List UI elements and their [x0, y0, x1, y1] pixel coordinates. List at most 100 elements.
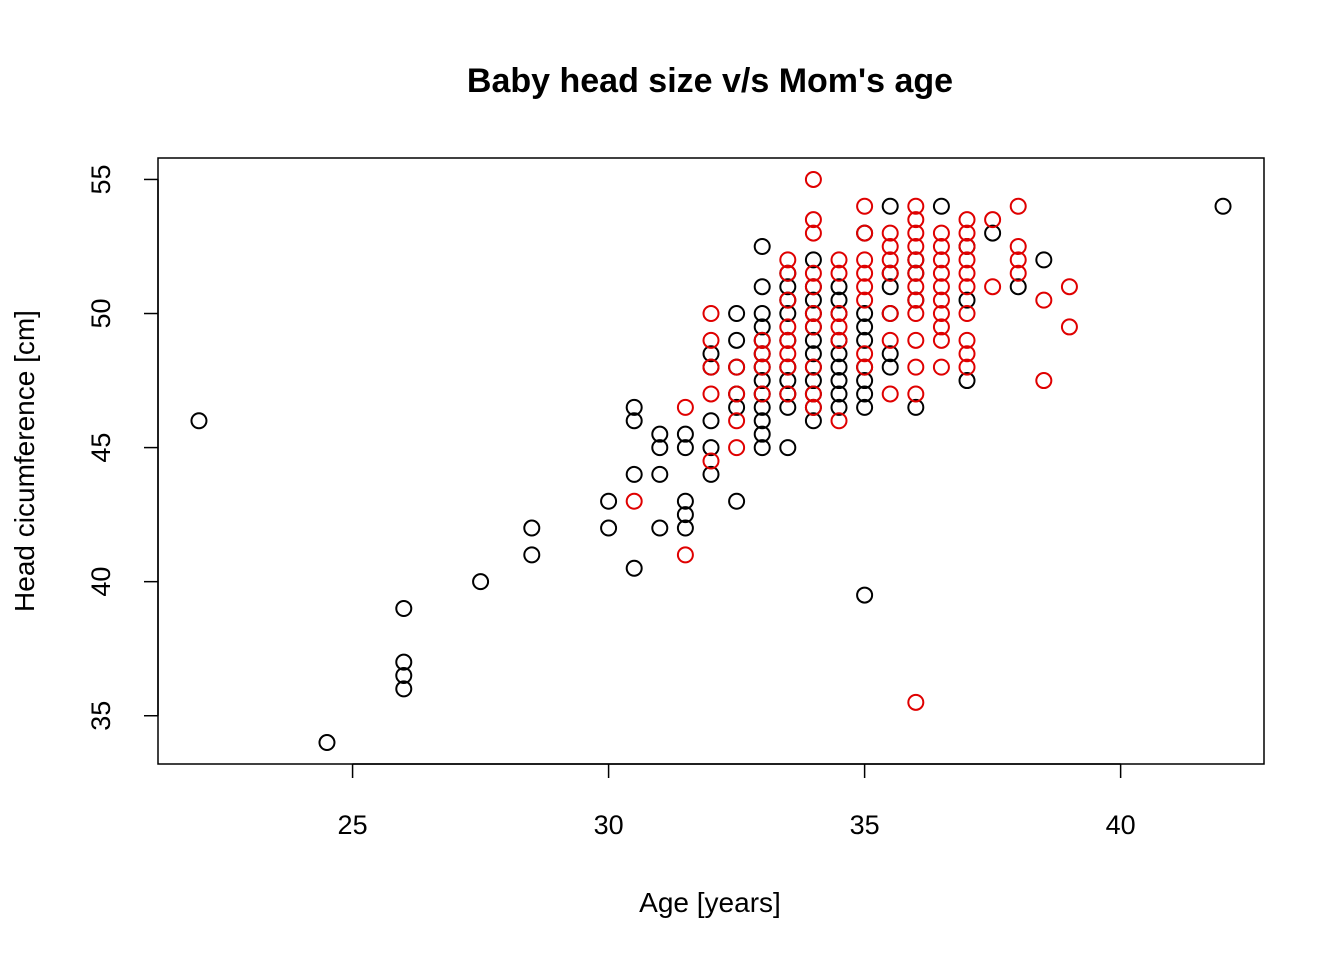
data-point [907, 197, 925, 215]
data-point [907, 264, 925, 282]
data-point [907, 305, 925, 323]
data-point [856, 586, 874, 604]
data-point [1009, 278, 1027, 296]
data-point [625, 412, 643, 430]
data-point [702, 358, 720, 376]
data-point [651, 465, 669, 483]
data-point [625, 559, 643, 577]
data-point [779, 291, 797, 309]
data-point [728, 358, 746, 376]
data-point [856, 291, 874, 309]
data-point [830, 305, 848, 323]
data-point [728, 492, 746, 510]
data-point [804, 358, 822, 376]
data-point [753, 278, 771, 296]
data-point [932, 331, 950, 349]
data-point [753, 385, 771, 403]
data-point [702, 452, 720, 470]
data-point [676, 439, 694, 457]
data-point [881, 237, 899, 255]
data-point [804, 170, 822, 188]
data-point [804, 385, 822, 403]
data-point [932, 278, 950, 296]
data-point [856, 331, 874, 349]
data-point [830, 358, 848, 376]
data-point [907, 693, 925, 711]
data-point [676, 398, 694, 416]
data-point [958, 264, 976, 282]
data-point [830, 278, 848, 296]
data-point [1035, 291, 1053, 309]
x-axis: 25 30 35 40 [338, 763, 1136, 840]
data-point [779, 278, 797, 296]
data-point [1060, 278, 1078, 296]
data-point [932, 318, 950, 336]
data-point [856, 358, 874, 376]
data-point [958, 211, 976, 229]
data-point [651, 425, 669, 443]
data-point [190, 412, 208, 430]
data-point [881, 305, 899, 323]
data-point [753, 425, 771, 443]
data-point [856, 398, 874, 416]
data-point [856, 372, 874, 390]
data-point [1009, 237, 1027, 255]
data-point [472, 573, 490, 591]
data-point [830, 372, 848, 390]
data-point [728, 385, 746, 403]
data-point [881, 197, 899, 215]
data-point [907, 237, 925, 255]
data-point [907, 358, 925, 376]
data-point [1060, 318, 1078, 336]
data-point [830, 385, 848, 403]
data-point [932, 251, 950, 269]
data-point [702, 412, 720, 430]
data-point [856, 197, 874, 215]
data-point [728, 412, 746, 430]
data-point [804, 305, 822, 323]
data-point [830, 291, 848, 309]
data-point [753, 439, 771, 457]
data-point [856, 318, 874, 336]
data-point [779, 264, 797, 282]
data-point [728, 439, 746, 457]
data-point [804, 331, 822, 349]
data-point [907, 278, 925, 296]
data-point [753, 412, 771, 430]
data-point [625, 465, 643, 483]
data-point [676, 492, 694, 510]
y-tick-label: 40 [86, 567, 116, 597]
data-point [779, 372, 797, 390]
data-point [702, 331, 720, 349]
data-point [958, 291, 976, 309]
y-axis: 35 40 45 50 55 [86, 164, 159, 731]
data-point [702, 465, 720, 483]
data-point [702, 385, 720, 403]
x-tick-label: 35 [850, 810, 880, 840]
y-tick-label: 50 [86, 298, 116, 328]
data-point [958, 358, 976, 376]
data-point [984, 211, 1002, 229]
data-point [830, 264, 848, 282]
data-point [753, 331, 771, 349]
data-point [881, 251, 899, 269]
data-point [958, 345, 976, 363]
data-point [753, 318, 771, 336]
data-point [830, 318, 848, 336]
data-point [1035, 251, 1053, 269]
data-point [804, 345, 822, 363]
data-point [830, 331, 848, 349]
data-point [958, 224, 976, 242]
data-point [804, 264, 822, 282]
data-point [804, 291, 822, 309]
data-point [881, 331, 899, 349]
data-point [830, 345, 848, 363]
data-point [1009, 251, 1027, 269]
data-point [958, 237, 976, 255]
data-point [702, 345, 720, 363]
data-point [856, 224, 874, 242]
data-point [856, 264, 874, 282]
data-point [804, 211, 822, 229]
x-tick-label: 40 [1106, 810, 1136, 840]
data-point [676, 519, 694, 537]
